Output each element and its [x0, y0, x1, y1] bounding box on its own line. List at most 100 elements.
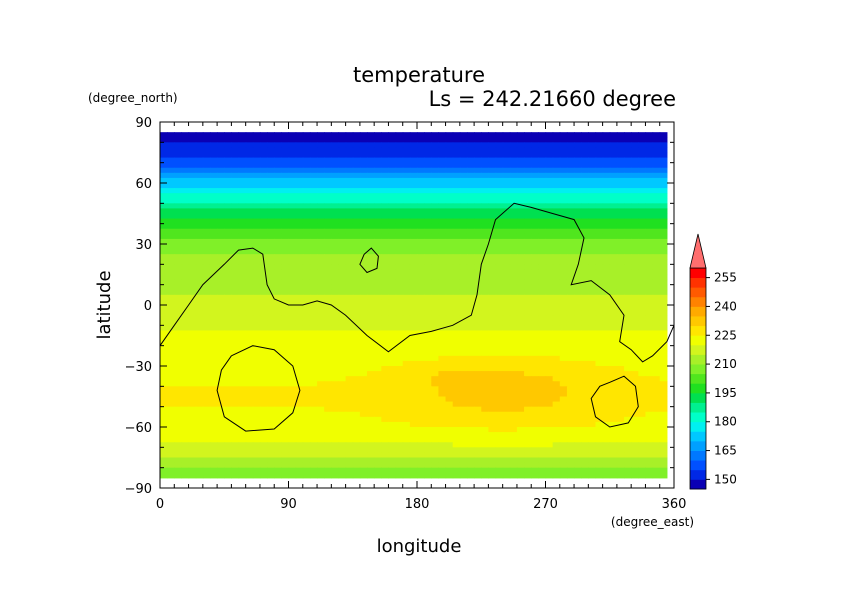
field-cell: [324, 371, 332, 377]
field-cell: [317, 355, 325, 362]
field-cell: [252, 284, 261, 291]
field-cell: [509, 340, 518, 347]
field-cell: [274, 137, 282, 143]
field-cell: [295, 330, 304, 337]
field-cell: [431, 432, 440, 438]
field-cell: [445, 289, 454, 296]
field-cell: [352, 218, 361, 225]
field-cell: [167, 360, 175, 367]
field-cell: [402, 315, 411, 321]
field-cell: [438, 157, 447, 164]
field-cell: [202, 274, 211, 281]
field-cell: [588, 376, 597, 382]
field-cell: [345, 208, 354, 215]
field-cell: [538, 289, 547, 296]
field-cell: [202, 340, 211, 347]
field-cell: [609, 366, 618, 372]
field-cell: [552, 299, 561, 306]
field-cell: [302, 437, 311, 443]
field-cell: [495, 416, 504, 423]
field-cell: [631, 162, 639, 169]
field-cell: [202, 132, 211, 138]
field-cell: [259, 472, 268, 479]
field-cell: [602, 193, 611, 199]
field-cell: [424, 350, 432, 357]
field-cell: [309, 223, 318, 230]
field-cell: [588, 381, 597, 387]
colorbar-segment: [690, 450, 706, 461]
field-cell: [331, 213, 340, 220]
field-cell: [359, 330, 368, 337]
field-cell: [274, 132, 282, 138]
field-cell: [609, 376, 618, 382]
field-cell: [524, 437, 532, 443]
field-cell: [574, 325, 582, 332]
field-cell: [231, 249, 240, 255]
field-cell: [631, 330, 639, 337]
field-cell: [331, 284, 340, 291]
field-cell: [545, 376, 554, 382]
field-cell: [352, 188, 361, 194]
field-cell: [524, 279, 532, 286]
field-cell: [317, 208, 325, 215]
field-cell: [602, 452, 611, 459]
field-cell: [338, 371, 347, 377]
field-cell: [624, 177, 632, 184]
field-cell: [302, 315, 311, 321]
field-cell: [502, 269, 511, 276]
field-cell: [488, 381, 497, 387]
field-cell: [645, 442, 654, 448]
field-cell: [245, 162, 254, 169]
field-cell: [524, 223, 532, 230]
field-cell: [238, 289, 247, 296]
field-cell: [367, 325, 375, 332]
field-cell: [317, 279, 325, 286]
field-cell: [338, 264, 347, 271]
field-cell: [588, 391, 597, 398]
field-cell: [509, 442, 518, 448]
field-cell: [624, 233, 632, 240]
field-cell: [238, 366, 247, 372]
field-cell: [217, 238, 225, 245]
chart-title: temperature: [353, 63, 485, 87]
field-cell: [595, 208, 604, 215]
field-cell: [545, 345, 554, 352]
field-cell: [652, 259, 661, 265]
field-cell: [345, 269, 354, 276]
field-cell: [417, 437, 425, 443]
field-cell: [431, 289, 440, 296]
field-cell: [231, 223, 240, 230]
field-cell: [309, 177, 318, 184]
field-cell: [474, 249, 482, 255]
field-cell: [295, 442, 304, 448]
field-cell: [317, 162, 325, 169]
field-cell: [495, 137, 504, 143]
field-cell: [602, 177, 611, 184]
field-cell: [295, 411, 304, 418]
field-cell: [602, 284, 611, 291]
field-cell: [367, 188, 375, 194]
field-cell: [395, 254, 404, 260]
field-cell: [502, 350, 511, 357]
field-cell: [502, 198, 511, 204]
field-cell: [274, 467, 282, 474]
field-cell: [445, 345, 454, 352]
field-cell: [288, 238, 297, 245]
field-cell: [367, 406, 375, 413]
field-cell: [566, 376, 575, 382]
field-cell: [638, 289, 647, 296]
field-cell: [274, 376, 282, 382]
field-cell: [516, 233, 525, 240]
field-cell: [231, 162, 240, 169]
field-cell: [252, 391, 261, 398]
field-cell: [245, 447, 254, 454]
field-cell: [352, 162, 361, 169]
field-cell: [581, 467, 589, 474]
field-cell: [638, 371, 647, 377]
field-cell: [474, 188, 482, 194]
field-cell: [331, 447, 340, 454]
field-cell: [259, 345, 268, 352]
field-cell: [452, 208, 461, 215]
field-cell: [338, 259, 347, 265]
field-cell: [552, 188, 561, 194]
